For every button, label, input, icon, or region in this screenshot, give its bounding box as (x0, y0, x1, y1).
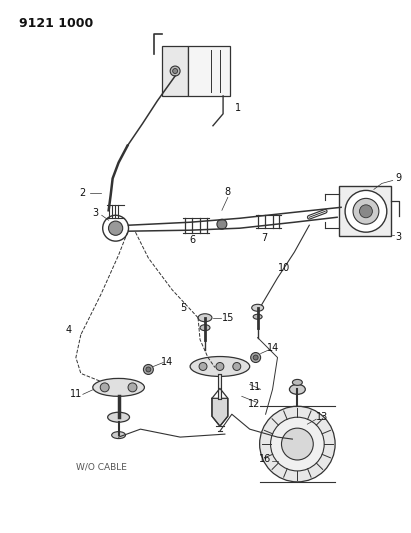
Circle shape (100, 383, 109, 392)
Circle shape (282, 428, 313, 460)
Text: 3: 3 (93, 208, 99, 219)
Circle shape (170, 66, 180, 76)
Circle shape (217, 219, 227, 229)
Text: 11: 11 (70, 389, 82, 399)
Text: 1: 1 (235, 103, 241, 113)
Circle shape (143, 365, 153, 375)
Bar (188, 46, 230, 96)
Circle shape (260, 406, 335, 482)
Circle shape (270, 417, 324, 471)
Circle shape (216, 362, 224, 370)
Text: 14: 14 (268, 343, 279, 352)
Circle shape (109, 221, 123, 235)
Circle shape (253, 355, 258, 360)
Ellipse shape (108, 412, 129, 422)
Text: 15: 15 (222, 313, 234, 323)
Ellipse shape (253, 314, 262, 319)
Circle shape (233, 362, 241, 370)
Text: 12: 12 (247, 399, 260, 409)
Text: 8: 8 (225, 188, 231, 197)
Circle shape (146, 367, 151, 372)
Text: 9121 1000: 9121 1000 (19, 17, 94, 30)
Bar (162, 46, 188, 96)
Text: 13: 13 (316, 412, 328, 422)
Circle shape (353, 198, 379, 224)
Text: 2: 2 (80, 188, 86, 198)
Circle shape (251, 352, 261, 362)
Text: 5: 5 (180, 303, 186, 313)
Circle shape (128, 383, 137, 392)
Circle shape (173, 69, 178, 74)
Ellipse shape (292, 379, 302, 385)
Ellipse shape (93, 378, 144, 397)
Text: 11: 11 (249, 382, 261, 392)
Text: 7: 7 (261, 233, 268, 243)
Ellipse shape (190, 357, 250, 376)
Ellipse shape (200, 325, 210, 330)
Ellipse shape (112, 432, 125, 439)
Text: 9: 9 (396, 173, 402, 183)
Circle shape (345, 190, 387, 232)
Text: 14: 14 (161, 357, 173, 367)
Text: 4: 4 (66, 325, 72, 335)
Circle shape (360, 205, 372, 218)
Ellipse shape (252, 304, 263, 311)
Ellipse shape (198, 314, 212, 322)
Text: 3: 3 (396, 232, 402, 242)
Text: 6: 6 (189, 235, 195, 245)
Circle shape (103, 215, 129, 241)
Polygon shape (212, 398, 228, 426)
Bar (339, 187, 391, 236)
Text: 16: 16 (259, 454, 271, 464)
Text: 10: 10 (278, 263, 291, 273)
Circle shape (199, 362, 207, 370)
Text: W/O CABLE: W/O CABLE (76, 463, 127, 472)
Ellipse shape (289, 384, 305, 394)
